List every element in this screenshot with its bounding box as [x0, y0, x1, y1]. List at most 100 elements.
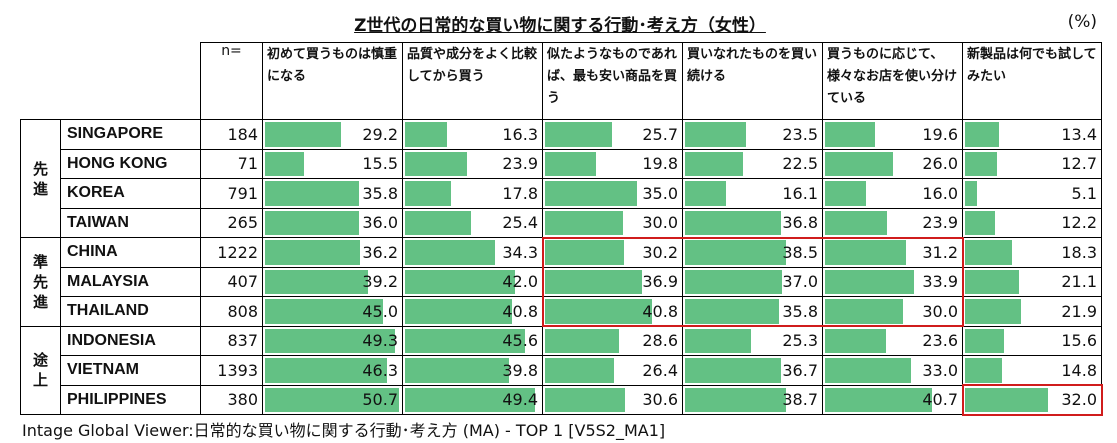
value-cell: 23.5: [682, 119, 823, 150]
column-header: 新製品は何でも試してみたい: [962, 42, 1102, 120]
value-bar: [965, 181, 977, 206]
value-cell: 49.3: [262, 325, 403, 356]
column-header: 初めて買うものは慎重になる: [262, 42, 403, 120]
value-cell: 26.0: [822, 148, 963, 179]
value-cell: 38.7: [682, 384, 823, 415]
value-bar: [265, 387, 399, 412]
value-bar: [825, 299, 904, 324]
table-row: VIETNAM 1393 46.3 39.8 26.4 36.7 33.0 14.8: [21, 355, 1102, 386]
value-label: 19.6: [922, 124, 958, 144]
value-label: 39.8: [502, 360, 538, 380]
value-bar: [965, 210, 996, 235]
value-cell: 37.0: [682, 266, 823, 297]
value-label: 30.2: [642, 242, 678, 262]
value-label: 33.9: [922, 272, 958, 292]
value-label: 25.7: [642, 124, 678, 144]
value-cell: 29.2: [262, 119, 403, 150]
table-row: HONG KONG 71 15.5 23.9 19.8 22.5 26.0 12.7: [21, 148, 1102, 179]
value-bar: [825, 181, 866, 206]
value-cell: 19.6: [822, 119, 963, 150]
value-cell: 33.0: [822, 355, 963, 386]
unit-label: (%): [1067, 12, 1097, 32]
value-cell: 39.2: [262, 266, 403, 297]
sample-size: 265: [200, 207, 263, 238]
value-cell: 30.2: [542, 237, 683, 268]
value-label: 25.3: [782, 331, 818, 351]
value-bar: [405, 387, 536, 412]
value-bar: [685, 358, 782, 383]
value-label: 31.2: [922, 242, 958, 262]
value-label: 32.0: [1061, 390, 1097, 410]
value-label: 21.9: [1061, 301, 1097, 321]
value-label: 49.4: [502, 390, 538, 410]
country-name: PHILIPPINES: [60, 384, 201, 415]
value-bar: [545, 299, 653, 324]
value-bar: [545, 181, 637, 206]
value-bar: [265, 122, 342, 147]
value-label: 21.1: [1061, 272, 1097, 292]
value-cell: 39.8: [402, 355, 543, 386]
value-bar: [965, 269, 1019, 294]
value-cell: 16.1: [682, 178, 823, 209]
value-bar: [405, 181, 451, 206]
value-cell: 45.0: [262, 296, 403, 327]
value-label: 36.7: [782, 360, 818, 380]
value-bar: [265, 269, 368, 294]
value-label: 40.8: [642, 301, 678, 321]
value-bar: [685, 269, 782, 294]
country-name: KOREA: [60, 178, 201, 209]
value-bar: [545, 358, 614, 383]
group-label: 途上: [20, 325, 61, 415]
table-row: PHILIPPINES 380 50.7 49.4 30.6 38.7 40.7 32.0: [21, 384, 1102, 415]
value-cell: 45.6: [402, 325, 543, 356]
value-bar: [965, 358, 1003, 383]
country-name: CHINA: [60, 237, 201, 268]
value-cell: 12.2: [962, 207, 1102, 238]
table-row: THAILAND 808 45.0 40.8 40.8 35.8 30.0 21.9: [21, 296, 1102, 327]
value-bar: [545, 151, 596, 176]
value-bar: [405, 240, 495, 265]
value-bar: [265, 299, 384, 324]
table-row: 先進 SINGAPORE 184 29.2 16.3 25.7 23.5 19.6 13.4: [20, 119, 1102, 238]
value-bar: [265, 210, 360, 235]
value-bar: [405, 210, 471, 235]
value-bar: [825, 122, 876, 147]
value-label: 17.8: [502, 183, 538, 203]
value-bar: [265, 358, 387, 383]
value-label: 16.3: [502, 124, 538, 144]
value-label: 30.0: [642, 213, 678, 233]
value-label: 13.4: [1061, 124, 1097, 144]
value-bar: [965, 240, 1012, 265]
value-label: 36.8: [782, 213, 818, 233]
value-label: 26.4: [642, 360, 678, 380]
group-label: 準先進: [20, 237, 61, 327]
value-label: 36.9: [642, 272, 678, 292]
value-bar: [965, 299, 1022, 324]
value-cell: 16.3: [402, 119, 543, 150]
country-name: INDONESIA: [60, 325, 201, 356]
value-label: 28.6: [642, 331, 678, 351]
value-bar: [405, 151, 467, 176]
page-title: Z世代の日常的な買い物に関する行動･考え方（女性）: [354, 16, 766, 36]
value-label: 26.0: [922, 154, 958, 174]
value-label: 18.3: [1061, 242, 1097, 262]
corner-blank: [21, 43, 201, 120]
country-name: THAILAND: [60, 296, 201, 327]
value-cell: 49.4: [402, 384, 543, 415]
value-bar: [825, 358, 912, 383]
value-cell: 23.9: [822, 207, 963, 238]
value-cell: 15.5: [262, 148, 403, 179]
value-label: 38.5: [782, 242, 818, 262]
value-bar: [965, 151, 997, 176]
value-bar: [685, 151, 744, 176]
value-bar: [685, 122, 746, 147]
value-cell: 36.7: [682, 355, 823, 386]
value-label: 16.0: [922, 183, 958, 203]
value-bar: [685, 299, 779, 324]
value-cell: 30.0: [542, 207, 683, 238]
value-cell: 40.8: [402, 296, 543, 327]
value-cell: 30.6: [542, 384, 683, 415]
sample-size: 407: [200, 266, 263, 297]
value-bar: [685, 240, 786, 265]
value-label: 46.3: [362, 360, 398, 380]
